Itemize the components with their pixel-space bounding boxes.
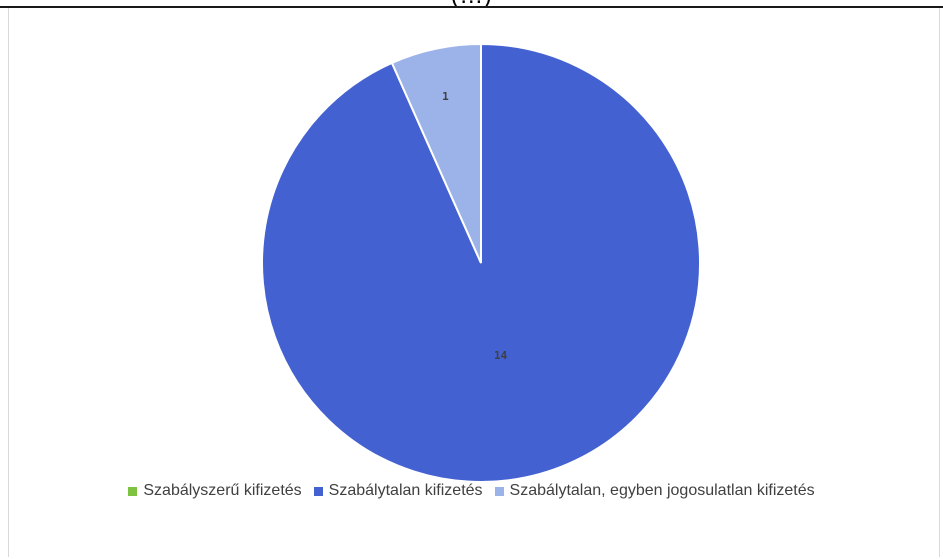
chart-legend: Szabályszerű kifizetés Szabálytalan kifiz… xyxy=(0,482,943,500)
top-divider xyxy=(0,6,943,8)
pie-slice-2 xyxy=(390,42,482,264)
legend-swatch-2 xyxy=(494,486,504,496)
pie-data-label-2: 1 xyxy=(442,90,449,103)
legend-label-2: Szabálytalan, egyben jogosulatlan kifize… xyxy=(509,482,815,499)
pie-data-label-1: 14 xyxy=(494,349,508,362)
legend-item-2: Szabálytalan, egyben jogosulatlan kifize… xyxy=(494,482,815,500)
chart-area xyxy=(8,8,940,557)
legend-item-0: Szabályszerű kifizetés xyxy=(128,482,302,500)
page-title-fragment: (…) xyxy=(0,0,943,8)
legend-label-1: Szabálytalan kifizetés xyxy=(328,482,483,499)
legend-label-0: Szabályszerű kifizetés xyxy=(143,482,302,499)
legend-item-1: Szabálytalan kifizetés xyxy=(313,482,483,500)
legend-swatch-1 xyxy=(313,486,323,496)
legend-swatch-0 xyxy=(128,486,138,496)
